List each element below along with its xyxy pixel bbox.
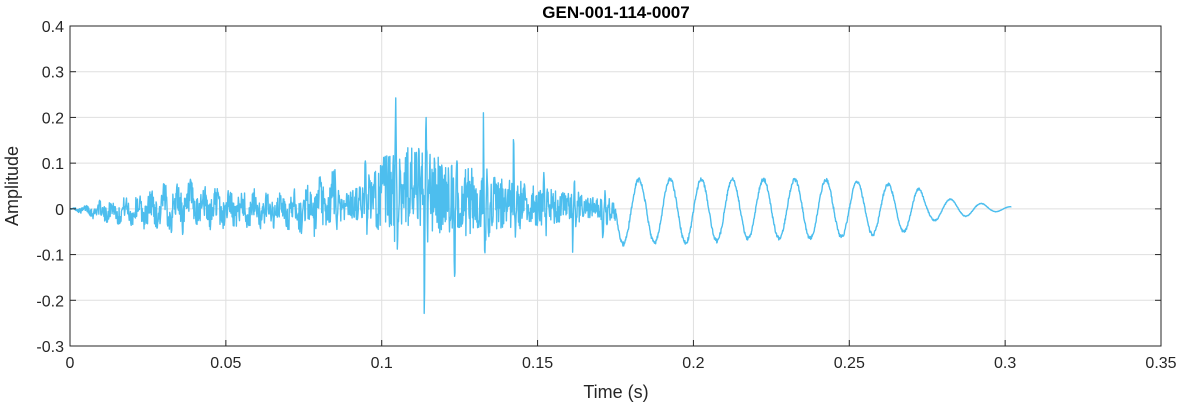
x-tick-label: 0 bbox=[66, 355, 75, 372]
y-tick-label: 0 bbox=[55, 202, 64, 219]
waveform-line bbox=[69, 97, 1012, 315]
chart-title: GEN-001-114-0007 bbox=[542, 3, 689, 22]
tick-marks bbox=[69, 25, 1162, 347]
x-tick-label: 0.1 bbox=[371, 355, 393, 372]
y-tick-label: 0.2 bbox=[42, 110, 64, 127]
x-tick-label: 0.25 bbox=[834, 355, 865, 372]
x-tick-label: 0.3 bbox=[994, 355, 1016, 372]
waveform-series bbox=[69, 97, 1012, 315]
y-tick-label: -0.2 bbox=[36, 293, 64, 310]
axes-frame bbox=[69, 25, 1162, 347]
y-tick-label: -0.1 bbox=[36, 248, 64, 265]
y-tick-label: -0.3 bbox=[36, 339, 64, 356]
y-tick-label: 0.3 bbox=[42, 65, 64, 82]
y-axis-label: Amplitude bbox=[2, 146, 22, 226]
x-tick-label: 0.05 bbox=[210, 355, 241, 372]
axes-box bbox=[69, 25, 1162, 347]
x-tick-label: 0.15 bbox=[522, 355, 553, 372]
plot-area bbox=[70, 26, 1161, 346]
y-tick-label: 0.1 bbox=[42, 156, 64, 173]
tick-labels: 0 0.05 0.1 0.15 0.2 0.25 0.3 0.35 -0.3 -0.2 -0.1 0 0… bbox=[36, 19, 1176, 372]
x-axis-label: Time (s) bbox=[583, 382, 648, 402]
x-tick-label: 0.35 bbox=[1145, 355, 1176, 372]
x-tick-label: 0.2 bbox=[682, 355, 704, 372]
plot-background bbox=[70, 26, 1161, 346]
y-tick-label: 0.4 bbox=[42, 19, 64, 36]
